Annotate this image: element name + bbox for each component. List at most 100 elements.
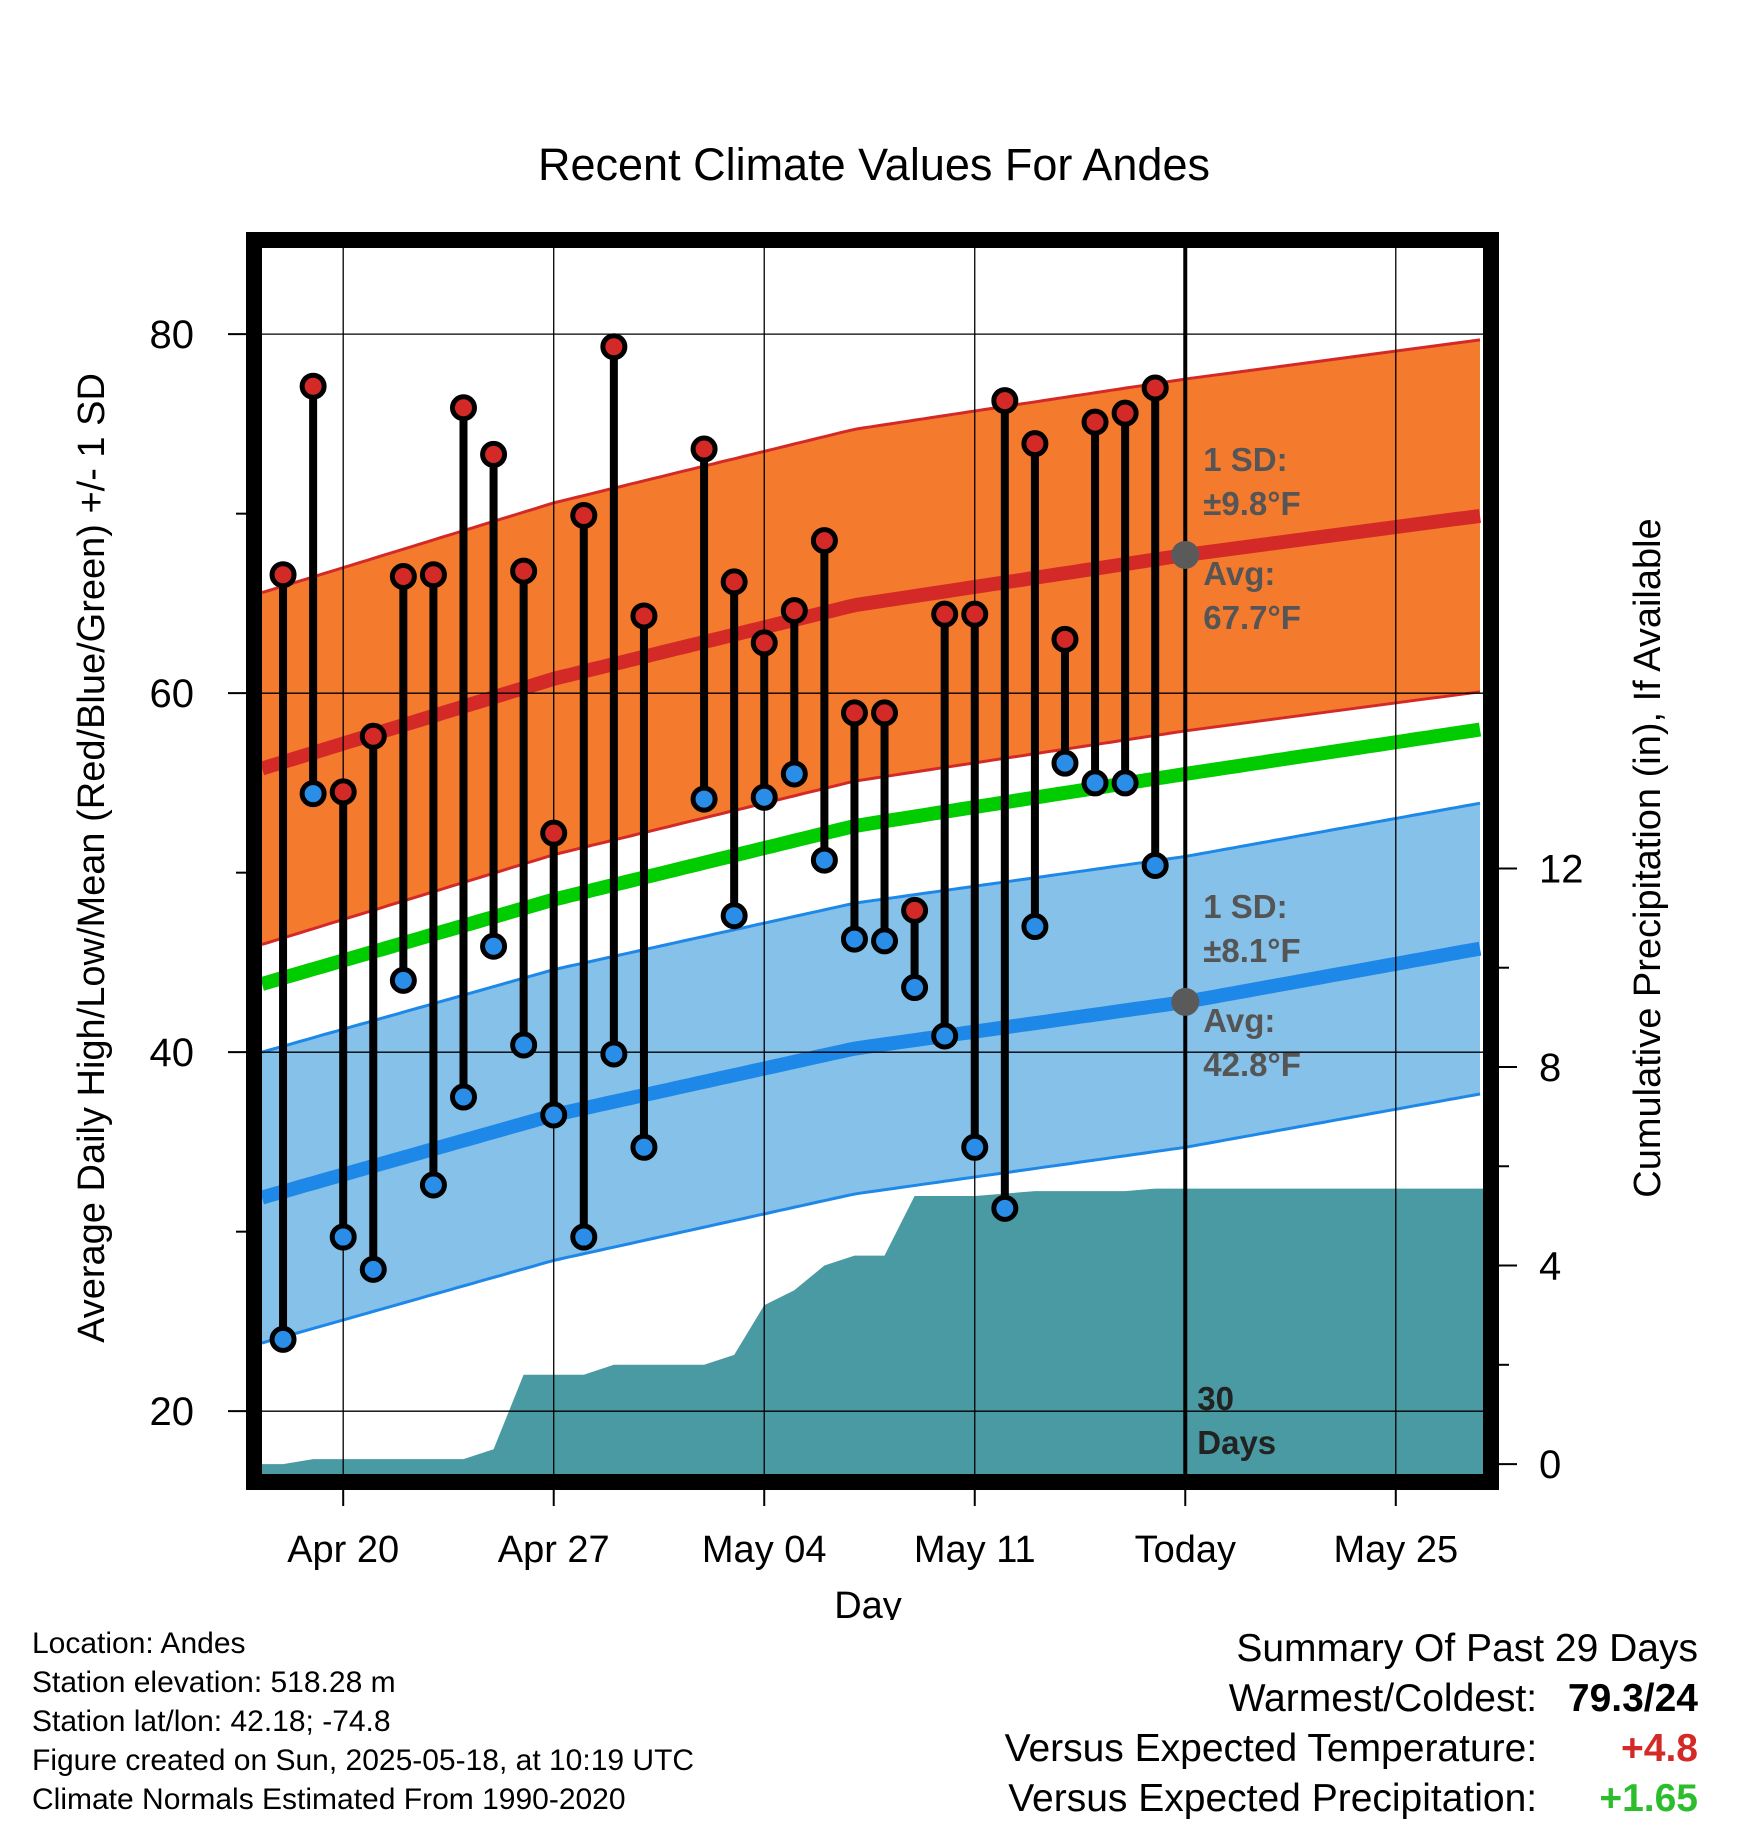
low-temp-point [329, 1223, 357, 1251]
summary-warm-cold: Warmest/Coldest: 79.3/24 [1005, 1674, 1698, 1724]
low-normal-line [262, 941, 1482, 1205]
summary-temp: Versus Expected Temperature: +4.8 [1005, 1724, 1698, 1774]
low-temp-point [750, 783, 778, 811]
y-tick-label: 60 [150, 672, 195, 716]
high-temp-point [991, 387, 1019, 415]
low-temp-point [419, 1171, 447, 1199]
plot-area: 1 SD: ±9.8°F Avg: 67.7°F 1 SD: ±8.1°F Avg: 42.8… [150, 232, 1584, 1571]
low-temp-point [901, 974, 929, 1002]
y-tick-label: 40 [150, 1031, 195, 1075]
station-latlon: Station lat/lon: 42.18; -74.8 [32, 1705, 391, 1738]
low-temp-point [931, 1022, 959, 1050]
temp-anomaly-label: Versus Expected Temperature: [1004, 1727, 1538, 1770]
high-sd-title: 1 SD: [1203, 441, 1287, 478]
precipitation-area [262, 1188, 1483, 1474]
high-temp-point [419, 561, 447, 589]
high-temp-point [1111, 399, 1139, 427]
high-temp-point [329, 778, 357, 806]
station-info: Location: Andes Station elevation: 518.2… [32, 1624, 694, 1819]
y-tick-label: 80 [150, 313, 195, 357]
low-temp-point [690, 785, 718, 813]
days-unit-label: Days [1197, 1424, 1276, 1461]
plot-content [262, 248, 1483, 1474]
high-temp-point [299, 372, 327, 400]
high-temp-point [449, 394, 477, 422]
y2-tick-label: 8 [1539, 1046, 1561, 1090]
x-tick-label: May 25 [1333, 1529, 1458, 1571]
high-temp-point [931, 600, 959, 628]
temp-anomaly-value: +4.8 [1621, 1727, 1698, 1770]
high-temp-point [810, 527, 838, 555]
low-temp-point [299, 780, 327, 808]
high-sd-band [262, 339, 1480, 945]
high-temp-point [540, 819, 568, 847]
high-temp-point [840, 699, 868, 727]
high-avg-title: Avg: [1203, 555, 1275, 592]
summary-title: Summary Of Past 29 Days [1236, 1627, 1698, 1670]
station-location: Location: Andes [32, 1627, 246, 1660]
high-temp-point [1051, 625, 1079, 653]
figure-created: Figure created on Sun, 2025-05-18, at 10… [32, 1744, 695, 1777]
plot-frame [246, 232, 1499, 1490]
y2-axis-label: Cumulative Precipitation (in), If Availa… [1627, 518, 1669, 1197]
days-count-label: 30 [1197, 1380, 1234, 1417]
high-temp-point [359, 722, 387, 750]
high-temp-point [1141, 374, 1169, 402]
low-temp-point [359, 1255, 387, 1283]
low-temp-point [1111, 769, 1139, 797]
climate-normals-note: Climate Normals Estimated From 1990-2020 [32, 1783, 626, 1816]
low-temp-point [840, 925, 868, 953]
y2-tick-label: 0 [1539, 1443, 1561, 1487]
high-temp-point [961, 600, 989, 628]
high-temp-point [600, 333, 628, 361]
high-temp-point [480, 440, 508, 468]
low-sd-band [262, 803, 1480, 1343]
low-temp-point [449, 1083, 477, 1111]
low-temp-point [961, 1133, 989, 1161]
high-avg-value: 67.7°F [1203, 599, 1301, 636]
x-tick-label: Today [1135, 1529, 1236, 1571]
low-temp-point [780, 760, 808, 788]
summary-panel: Summary Of Past 29 Days Warmest/Coldest:… [1005, 1624, 1698, 1824]
low-temp-point [1051, 749, 1079, 777]
precip-anomaly-label: Versus Expected Precipitation: [1008, 1777, 1538, 1820]
high-temp-point [389, 562, 417, 590]
low-avg-marker [1171, 987, 1200, 1016]
low-temp-point [1081, 769, 1109, 797]
high-temp-point [871, 699, 899, 727]
low-temp-point [810, 846, 838, 874]
precip-anomaly-value: +1.65 [1599, 1777, 1698, 1820]
low-temp-point [510, 1031, 538, 1059]
low-avg-title: Avg: [1203, 1002, 1275, 1039]
x-axis-label: Day [834, 1585, 902, 1620]
x-tick-label: Apr 27 [498, 1529, 610, 1571]
summary-precip: Versus Expected Precipitation: +1.65 [1005, 1774, 1698, 1824]
y-tick-label: 20 [150, 1390, 195, 1434]
low-temp-point [1141, 851, 1169, 879]
high-temp-point [1081, 408, 1109, 436]
climate-chart: Recent Climate Values For Andes 1 SD: ±9.… [71, 139, 1669, 1620]
chart-title: Recent Climate Values For Andes [538, 139, 1210, 190]
high-temp-point [510, 557, 538, 585]
low-temp-point [480, 932, 508, 960]
high-temp-point [780, 597, 808, 625]
high-temp-point [750, 629, 778, 657]
warm-cold-value: 79.3/24 [1567, 1677, 1698, 1720]
high-temp-point [1021, 430, 1049, 458]
x-tick-label: May 11 [914, 1529, 1036, 1571]
y-axis-label: Average Daily High/Low/Mean (Red/Blue/Gr… [71, 373, 113, 1343]
station-elevation: Station elevation: 518.28 m [32, 1666, 396, 1699]
low-temp-point [600, 1040, 628, 1068]
low-temp-point [540, 1101, 568, 1129]
low-temp-point [269, 1325, 297, 1353]
low-sd-value: ±8.1°F [1203, 932, 1300, 969]
low-avg-value: 42.8°F [1203, 1046, 1301, 1083]
high-temp-point [901, 896, 929, 924]
low-temp-point [630, 1133, 658, 1161]
y2-tick-label: 12 [1539, 847, 1584, 891]
low-temp-point [871, 927, 899, 955]
high-temp-point [630, 602, 658, 630]
low-temp-point [1021, 913, 1049, 941]
high-temp-point [690, 435, 718, 463]
low-temp-point [570, 1223, 598, 1251]
